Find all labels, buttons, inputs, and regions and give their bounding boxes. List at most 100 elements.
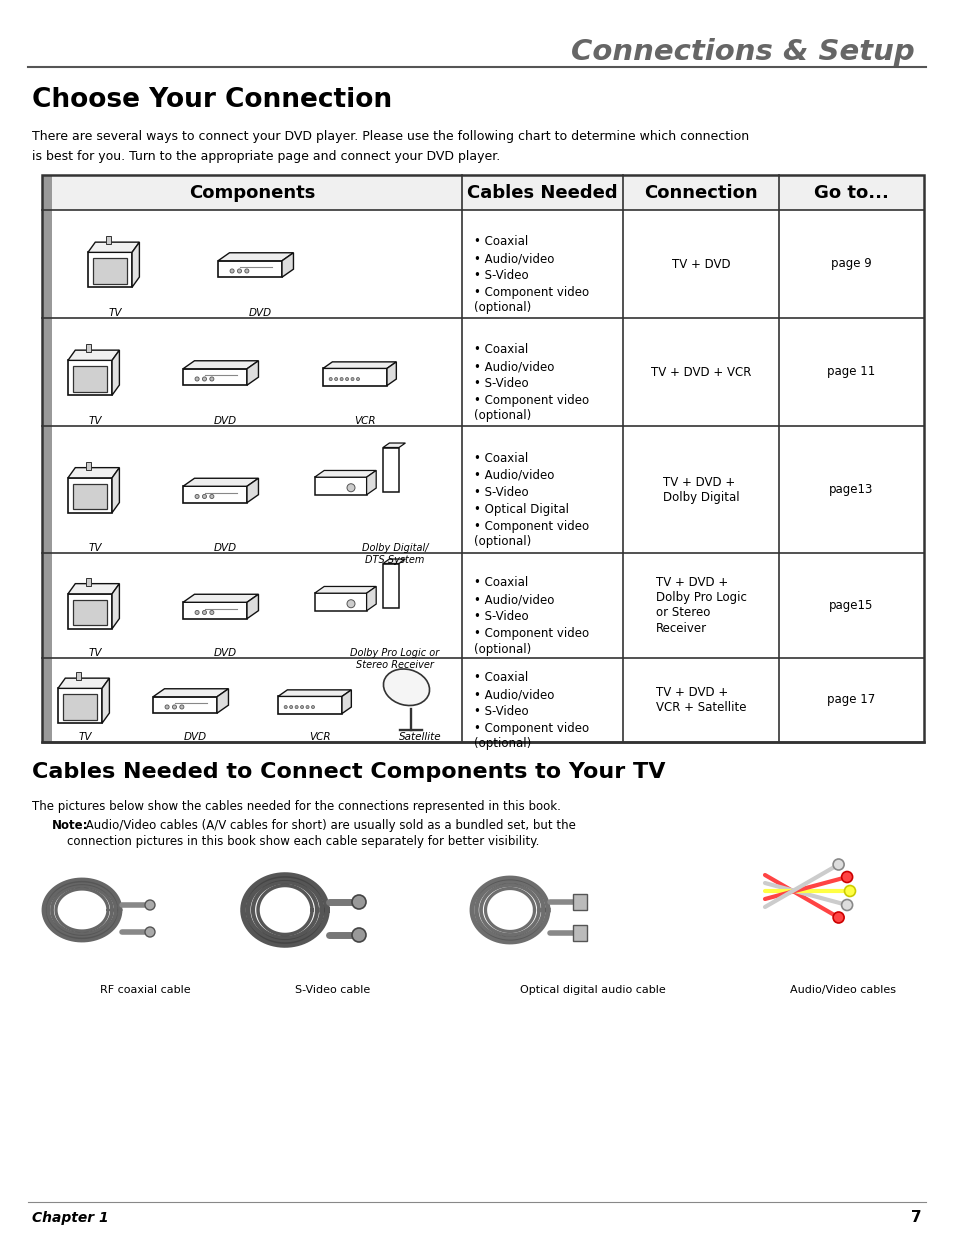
Circle shape xyxy=(311,705,314,709)
Text: connection pictures in this book show each cable separately for better visibilit: connection pictures in this book show ea… xyxy=(52,835,538,848)
Text: • Coaxial: • Coaxial xyxy=(474,577,528,589)
Circle shape xyxy=(210,494,213,499)
Text: TV: TV xyxy=(89,543,102,553)
Circle shape xyxy=(202,377,206,382)
Text: • Coaxial: • Coaxial xyxy=(474,671,528,684)
Text: RF coaxial cable: RF coaxial cable xyxy=(100,986,191,995)
Text: • S-Video: • S-Video xyxy=(474,377,528,390)
Polygon shape xyxy=(218,253,294,261)
Text: Cables Needed to Connect Components to Your TV: Cables Needed to Connect Components to Y… xyxy=(32,762,665,782)
Text: • Coaxial: • Coaxial xyxy=(474,235,528,248)
Text: • Coaxial: • Coaxial xyxy=(474,452,528,466)
Polygon shape xyxy=(112,468,119,513)
Text: TV + DVD +
Dolby Digital: TV + DVD + Dolby Digital xyxy=(662,475,739,504)
Bar xyxy=(72,484,107,510)
Polygon shape xyxy=(277,690,351,697)
Text: • Component video
(optional): • Component video (optional) xyxy=(474,722,589,750)
Circle shape xyxy=(832,860,843,869)
Text: Cables Needed: Cables Needed xyxy=(467,184,618,201)
Bar xyxy=(72,367,107,391)
Circle shape xyxy=(306,705,309,709)
Polygon shape xyxy=(216,689,228,713)
Circle shape xyxy=(145,927,154,937)
Bar xyxy=(52,175,923,210)
Text: Optical digital audio cable: Optical digital audio cable xyxy=(519,986,665,995)
Text: • Audio/video: • Audio/video xyxy=(474,594,554,606)
Circle shape xyxy=(347,600,355,608)
Ellipse shape xyxy=(383,669,429,705)
Text: • Component video
(optional): • Component video (optional) xyxy=(474,394,589,422)
Polygon shape xyxy=(183,478,258,487)
Polygon shape xyxy=(247,361,258,385)
Bar xyxy=(68,478,112,513)
Bar xyxy=(277,697,341,714)
Text: Dolby Digital/
DTS System: Dolby Digital/ DTS System xyxy=(361,543,428,564)
Bar xyxy=(314,477,366,495)
Text: TV + DVD +
Dolby Pro Logic
or Stereo
Receiver: TV + DVD + Dolby Pro Logic or Stereo Rec… xyxy=(655,577,745,635)
Circle shape xyxy=(841,872,852,883)
Text: page13: page13 xyxy=(828,483,873,496)
Text: DVD: DVD xyxy=(213,543,236,553)
Circle shape xyxy=(345,378,348,380)
Bar xyxy=(183,369,247,385)
Text: Connection: Connection xyxy=(643,184,757,201)
Text: TV: TV xyxy=(78,732,91,742)
Bar xyxy=(382,447,398,492)
Text: Satellite: Satellite xyxy=(398,732,441,742)
Text: • Coaxial: • Coaxial xyxy=(474,343,528,356)
Circle shape xyxy=(351,378,354,380)
Text: • Audio/video: • Audio/video xyxy=(474,359,554,373)
Bar xyxy=(88,252,132,288)
Polygon shape xyxy=(366,471,375,495)
Bar xyxy=(86,345,91,352)
Polygon shape xyxy=(247,594,258,619)
Text: • S-Video: • S-Video xyxy=(474,705,528,718)
Text: VCR: VCR xyxy=(354,416,375,426)
Polygon shape xyxy=(282,253,294,277)
Circle shape xyxy=(294,705,298,709)
Circle shape xyxy=(237,269,241,273)
Bar xyxy=(75,672,81,680)
Polygon shape xyxy=(112,351,119,395)
Bar xyxy=(382,563,398,608)
Text: • Component video
(optional): • Component video (optional) xyxy=(474,627,589,656)
Text: Chapter 1: Chapter 1 xyxy=(32,1212,109,1225)
Text: TV + DVD: TV + DVD xyxy=(671,258,730,270)
Circle shape xyxy=(230,269,233,273)
Bar xyxy=(42,175,923,742)
Polygon shape xyxy=(88,242,139,252)
Circle shape xyxy=(339,378,343,380)
Polygon shape xyxy=(58,678,110,688)
Polygon shape xyxy=(382,443,405,447)
Bar xyxy=(42,175,52,742)
Circle shape xyxy=(202,610,206,615)
Bar xyxy=(68,594,112,629)
Circle shape xyxy=(145,900,154,910)
Text: • Audio/video: • Audio/video xyxy=(474,469,554,482)
Circle shape xyxy=(352,895,366,909)
Circle shape xyxy=(352,927,366,942)
Text: Dolby Pro Logic or
Stereo Receiver: Dolby Pro Logic or Stereo Receiver xyxy=(350,648,439,669)
Text: • Optical Digital: • Optical Digital xyxy=(474,503,568,516)
Circle shape xyxy=(179,705,184,709)
Polygon shape xyxy=(341,690,351,714)
Text: TV: TV xyxy=(108,308,122,317)
Text: VCR: VCR xyxy=(309,732,331,742)
Circle shape xyxy=(843,885,855,897)
Circle shape xyxy=(841,899,852,910)
Circle shape xyxy=(335,378,337,380)
Text: TV + DVD + VCR: TV + DVD + VCR xyxy=(650,366,750,378)
Text: • S-Video: • S-Video xyxy=(474,610,528,624)
Polygon shape xyxy=(183,361,258,369)
Text: 7: 7 xyxy=(910,1210,921,1225)
Circle shape xyxy=(194,377,199,382)
Bar xyxy=(68,361,112,395)
Polygon shape xyxy=(323,362,395,368)
Text: The pictures below show the cables needed for the connections represented in thi: The pictures below show the cables neede… xyxy=(32,800,560,813)
Text: Go to...: Go to... xyxy=(813,184,888,201)
Text: page 11: page 11 xyxy=(826,366,875,378)
Bar xyxy=(72,600,107,625)
Text: TV + DVD +
VCR + Satellite: TV + DVD + VCR + Satellite xyxy=(655,685,745,714)
Bar xyxy=(152,697,216,713)
Circle shape xyxy=(356,378,359,380)
